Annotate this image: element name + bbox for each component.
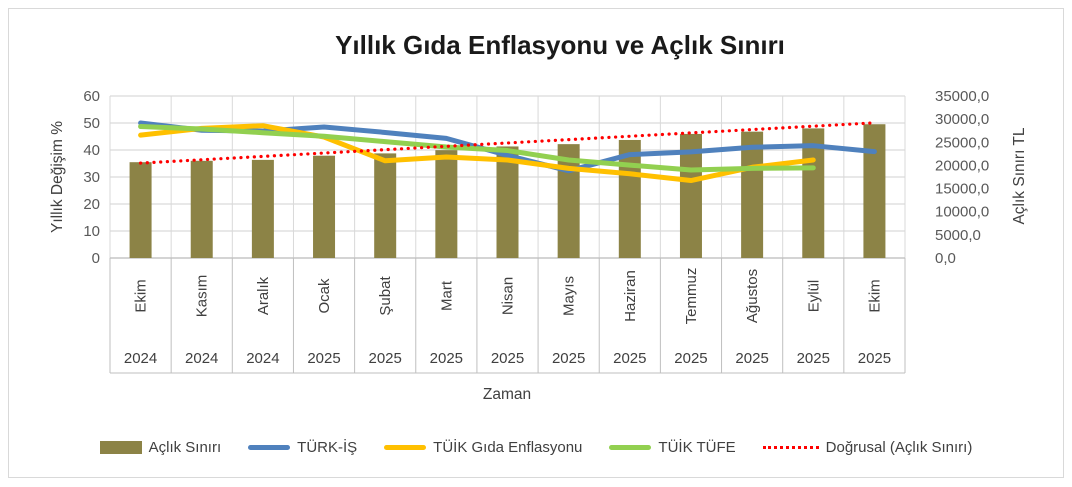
x-axis-year-label: 2025 <box>430 350 463 367</box>
legend-swatch-bar <box>99 440 142 454</box>
legend-item: Doğrusal (Açlık Sınırı) <box>762 438 973 456</box>
legend-label: TÜİK TÜFE <box>658 438 736 456</box>
legend-item: TÜİK TÜFE <box>609 438 736 456</box>
y-axis-right-tick: 10000,0 <box>935 204 989 221</box>
bar-aclik-siniri <box>496 146 519 258</box>
y-axis-left-tick: 40 <box>83 142 100 159</box>
bar-aclik-siniri <box>129 162 152 258</box>
y-axis-right-tick: 0,0 <box>935 250 956 267</box>
figure-border <box>8 8 1064 478</box>
y-axis-right-tick: 30000,0 <box>935 111 989 128</box>
x-axis-year-label: 2025 <box>613 350 646 367</box>
line-series <box>138 123 816 184</box>
bar-aclik-siniri <box>618 139 641 258</box>
bar-aclik-siniri <box>435 150 458 258</box>
legend-label: TÜİK Gıda Enflasyonu <box>433 438 583 456</box>
x-axis-month-label: Kasım <box>194 275 211 318</box>
legend-label: Açlık Sınırı <box>148 438 222 456</box>
y-axis-right-tick: 20000,0 <box>935 157 989 174</box>
x-axis-month-label: Nisan <box>500 277 517 315</box>
bar-aclik-siniri <box>741 131 764 258</box>
trendline-dotted <box>138 121 877 165</box>
legend-item: Açlık Sınırı <box>99 438 222 456</box>
legend-label: Doğrusal (Açlık Sınırı) <box>825 438 973 456</box>
x-axis-month-label: Ocak <box>316 278 333 314</box>
y-axis-left-tick: 60 <box>83 88 100 105</box>
bar-aclik-siniri <box>679 133 702 258</box>
x-axis-year-label: 2024 <box>246 350 279 367</box>
x-axis-year-label: 2025 <box>797 350 830 367</box>
line-series <box>138 124 816 173</box>
x-axis-year-label: 2024 <box>185 350 218 367</box>
x-axis-year-label: 2025 <box>307 350 340 367</box>
y-axis-right-title: Açlık Sınırı TL <box>1011 127 1028 224</box>
x-axis-month-label: Ekim <box>133 279 150 312</box>
legend-item: TÜİK Gıda Enflasyonu <box>384 439 582 456</box>
x-axis-year-label: 2024 <box>124 350 157 367</box>
x-axis-year-label: 2025 <box>735 350 768 367</box>
bar-aclik-siniri <box>863 124 886 258</box>
bar-aclik-siniri <box>251 159 274 258</box>
y-axis-left-tick: 30 <box>83 169 100 186</box>
y-axis-right-tick: 25000,0 <box>935 134 989 151</box>
bar-aclik-siniri <box>557 144 580 258</box>
y-axis-left-tick: 10 <box>83 223 100 240</box>
legend-item: TÜRK-İŞ <box>248 439 357 456</box>
y-axis-left-title: Yıllık Değişim % <box>49 121 66 233</box>
legend-swatch-line <box>609 444 652 450</box>
legend-label: TÜRK-İŞ <box>297 438 358 456</box>
bar-aclik-siniri <box>374 153 397 258</box>
legend-swatch-dotted-line <box>762 445 819 449</box>
x-axis-month-label: Haziran <box>622 270 639 322</box>
y-axis-left-tick: 0 <box>92 250 100 267</box>
x-axis-month-label: Mart <box>438 280 455 311</box>
x-axis-month-label: Temmuz <box>683 268 700 325</box>
bar-aclik-siniri <box>313 155 336 258</box>
x-axis-year-label: 2025 <box>552 350 585 367</box>
legend: Açlık Sınırı TÜRK-İŞ TÜİK Gıda Enflasyonu T… <box>0 433 1072 461</box>
x-axis-year-label: 2025 <box>858 350 891 367</box>
x-axis-year-label: 2025 <box>491 350 524 367</box>
y-axis-right-tick: 15000,0 <box>935 181 989 198</box>
x-axis-year-label: 2025 <box>369 350 402 367</box>
legend-swatch-line <box>248 444 291 450</box>
x-axis-month-label: Şubat <box>377 276 394 316</box>
bar-aclik-siniri <box>190 160 213 258</box>
x-axis-year-label: 2025 <box>674 350 707 367</box>
y-axis-left-tick: 20 <box>83 196 100 213</box>
y-axis-right-tick: 5000,0 <box>935 227 981 244</box>
y-axis-right-tick: 35000,0 <box>935 88 989 105</box>
x-axis-month-label: Mayıs <box>561 276 578 316</box>
x-axis-title: Zaman <box>483 386 531 403</box>
x-axis-month-label: Eylül <box>805 280 822 313</box>
chart-title: Yıllık Gıda Enflasyonu ve Açlık Sınırı <box>335 30 785 60</box>
y-axis-left-tick: 50 <box>83 115 100 132</box>
x-axis-month-label: Aralık <box>255 276 272 315</box>
x-axis-month-label: Ağustos <box>744 269 761 323</box>
x-axis-month-label: Ekim <box>866 279 883 312</box>
legend-swatch-line <box>384 444 427 450</box>
